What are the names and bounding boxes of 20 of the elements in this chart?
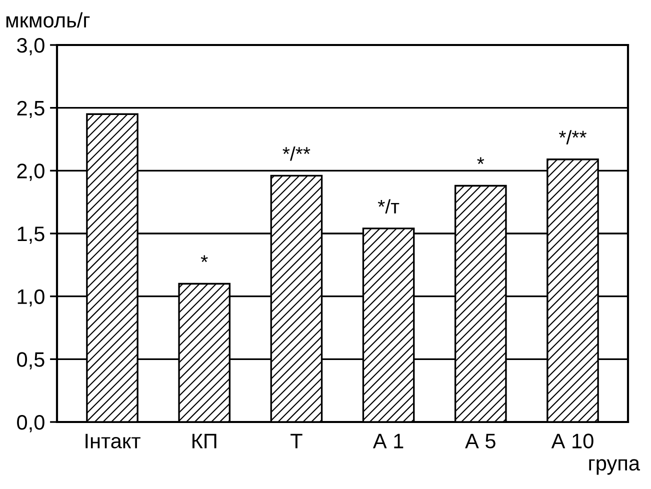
x-tick-label: А 5: [465, 434, 496, 448]
annotation: *: [477, 157, 484, 164]
y-tick-label: 2,0: [17, 164, 44, 181]
annotation: */т: [378, 199, 400, 214]
x-tick-label: Інтакт: [86, 434, 140, 448]
y-tick-label: 1,5: [18, 226, 44, 244]
y-tick-label: 2,5: [17, 100, 44, 118]
x-tick-label: А 10: [551, 434, 594, 448]
x-tick-label: Т: [290, 434, 302, 448]
y-tick-label: 3,0: [17, 38, 44, 56]
annotation: */**: [282, 146, 310, 161]
x-tick-label: КП: [192, 434, 216, 448]
annotation: */**: [559, 130, 586, 144]
x-tick-label: А 1: [372, 434, 404, 448]
x-axis-title: група: [589, 459, 640, 475]
y-axis-title: мкмоль/г: [6, 12, 90, 28]
annotation: *: [200, 255, 208, 262]
y-tick-label: 0,0: [17, 415, 44, 432]
y-tick-label: 0,5: [17, 352, 44, 370]
y-tick-label: 1,0: [18, 289, 44, 307]
